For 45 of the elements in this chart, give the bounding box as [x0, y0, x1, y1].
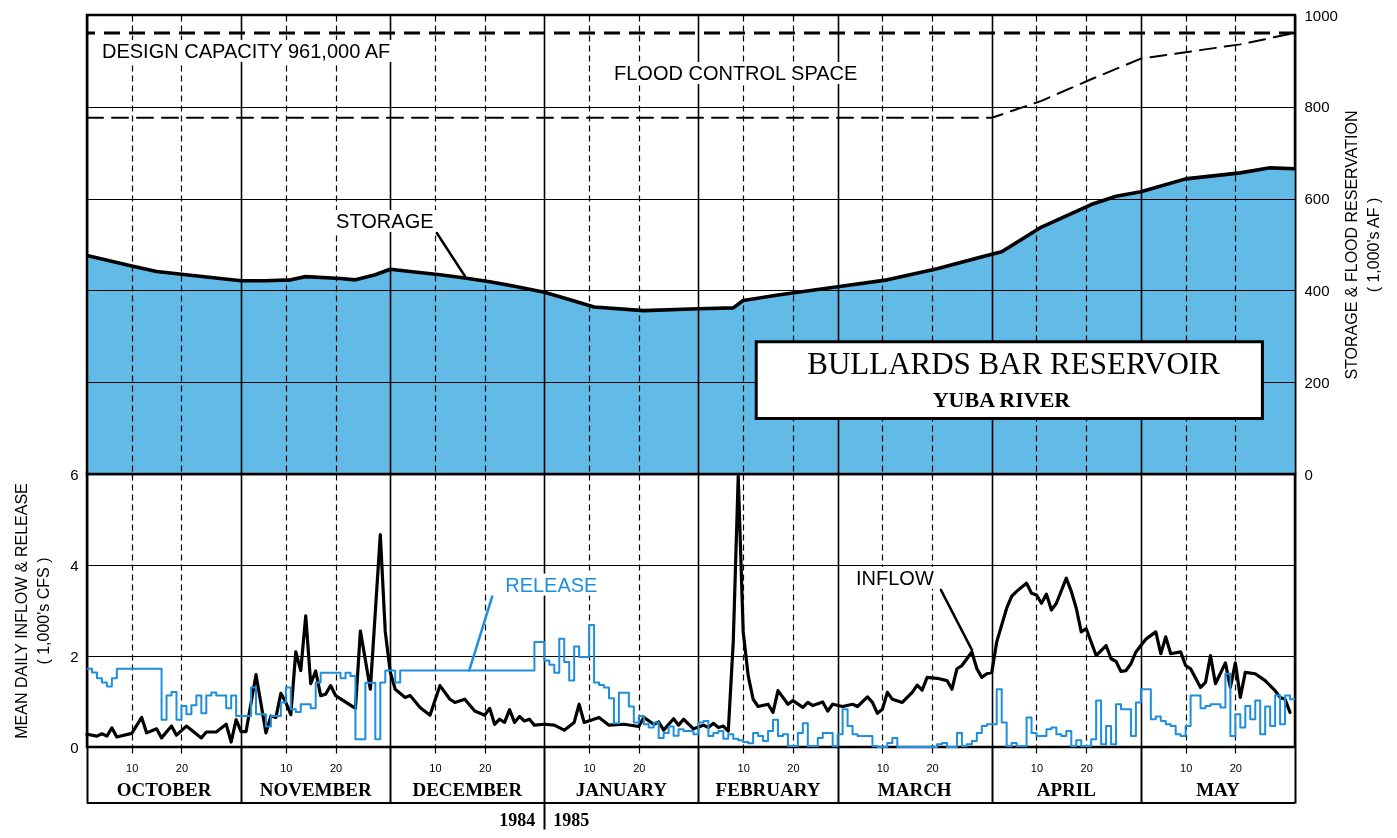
- text: FEBRUARY: [715, 779, 821, 800]
- series-label: RELEASE: [505, 573, 598, 596]
- text: DECEMBER: [412, 779, 523, 800]
- y-tick-label: 1000: [1304, 6, 1338, 24]
- x-tick-label: 20: [1229, 761, 1242, 774]
- y-tick-label: 400: [1304, 281, 1330, 299]
- y-tick-label: 2: [70, 647, 79, 665]
- text: MAY: [1196, 779, 1241, 800]
- y-tick-label: 800: [1304, 98, 1330, 116]
- text: YUBA RIVER: [932, 387, 1072, 413]
- text: JANUARY: [575, 779, 668, 800]
- x-tick-label: 10: [876, 761, 890, 774]
- x-tick-label: 20: [787, 761, 800, 774]
- x-tick-label: 10: [583, 761, 596, 774]
- x-tick-label: 20: [479, 761, 492, 774]
- x-tick-label: 10: [737, 761, 750, 774]
- x-tick-label: 20: [1080, 761, 1093, 774]
- x-tick-label: 10: [126, 761, 139, 774]
- y-tick-label: 6: [70, 465, 79, 483]
- text: BULLARDS BAR RESERVOIR: [807, 345, 1221, 381]
- ref-line-label: DESIGN CAPACITY 961,000 AF: [102, 39, 391, 62]
- x-tick-label: 20: [633, 761, 646, 774]
- annotation: FLOOD CONTROL SPACE: [614, 61, 858, 84]
- text: 1985: [553, 810, 590, 830]
- y-tick-label: 4: [70, 556, 79, 574]
- text: 1984: [499, 810, 536, 830]
- x-tick-label: 10: [1030, 761, 1044, 774]
- text: STORAGE: [336, 210, 434, 233]
- x-tick-label: 20: [329, 761, 343, 774]
- y-axis-title: STORAGE & FLOOD RESERVATION ( 1,000's AF ): [1342, 110, 1382, 380]
- y-tick-label: 600: [1304, 190, 1330, 208]
- x-tick-label: 20: [926, 761, 939, 774]
- text: NOVEMBER: [259, 779, 372, 800]
- y-axis-title: MEAN DAILY INFLOW & RELEASE ( 1,000's CFS ): [13, 483, 53, 739]
- text: INFLOW: [855, 566, 934, 589]
- y-tick-label: 200: [1304, 373, 1330, 391]
- x-tick-label: 10: [429, 761, 442, 774]
- x-tick-label: 20: [175, 761, 189, 774]
- y-tick-label: 0: [1304, 465, 1313, 483]
- text: MARCH: [877, 779, 952, 800]
- y-tick-label: 0: [70, 738, 79, 756]
- text: OCTOBER: [116, 779, 212, 800]
- x-tick-label: 10: [1180, 761, 1193, 774]
- text: APRIL: [1036, 779, 1096, 800]
- x-tick-label: 10: [280, 761, 293, 774]
